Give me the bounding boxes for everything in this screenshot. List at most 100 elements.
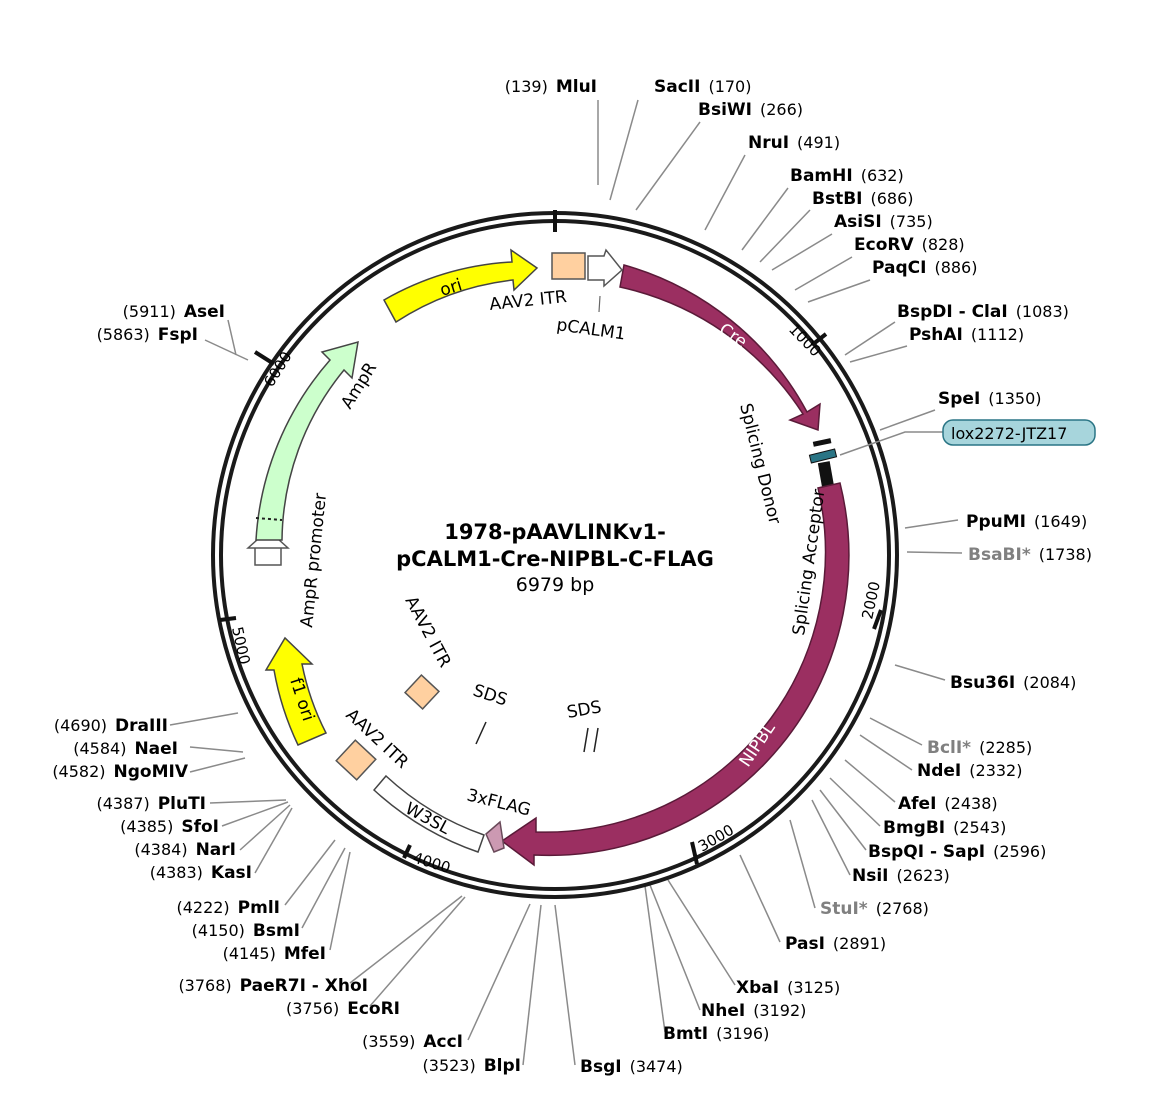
enzyme-name: PpuMI xyxy=(966,512,1026,532)
enzyme-name: NsiI xyxy=(852,866,889,886)
lox-badge-connector xyxy=(839,431,945,456)
enzyme-name: BsgI xyxy=(580,1057,622,1077)
enzyme-pos: (1083) xyxy=(1016,302,1069,321)
enzyme-pos: (3192) xyxy=(753,1001,806,1020)
ampr-promoter-label: AmpR promoter xyxy=(297,492,331,628)
svg-text:(5911)AseI: (5911) AseI xyxy=(123,302,225,322)
svg-text:SpeI(1350): SpeI (1350) xyxy=(938,389,1041,409)
lox-badge-label: lox2272-JTZ17 xyxy=(951,424,1067,443)
aav2-itr-top-label: AAV2 ITR xyxy=(488,287,568,315)
enzyme-pos: (2438) xyxy=(944,794,997,813)
enzyme-name: NheI xyxy=(701,1001,745,1021)
svg-text:(4145)MfeI: (4145) MfeI xyxy=(223,944,326,964)
svg-text:BsgI(3474): BsgI (3474) xyxy=(580,1057,683,1077)
aav2-itr-inner-feature xyxy=(403,673,441,711)
svg-text:PasI(2891): PasI (2891) xyxy=(785,934,886,954)
svg-text:(3768)PaeR7I - XhoI: (3768) PaeR7I - XhoI xyxy=(178,976,368,996)
tick-marks xyxy=(219,210,883,865)
enzyme-pos: (5911) xyxy=(123,302,176,321)
flag-feature-arrow xyxy=(485,820,505,853)
enzyme-name: NaeI xyxy=(134,739,178,759)
enzyme-pos: (3523) xyxy=(423,1056,476,1075)
enzyme-pos: (3768) xyxy=(178,976,231,995)
enzyme-name: PluTI xyxy=(158,794,206,814)
enzyme-name: SfoI xyxy=(181,817,219,837)
enzyme-name: AfeI xyxy=(898,794,936,814)
enzyme-name: AccI xyxy=(423,1032,463,1052)
enzyme-name: BmgBI xyxy=(883,818,945,838)
svg-text:(5863)FspI: (5863) FspI xyxy=(97,325,198,345)
enzyme-pos: (1350) xyxy=(988,389,1041,408)
enzyme-pos: (4690) xyxy=(54,716,107,735)
pcalm1-label: pCALM1 xyxy=(555,315,626,344)
enzyme-pos: (1112) xyxy=(971,325,1024,344)
enzyme-name: BspDI - ClaI xyxy=(897,302,1008,322)
enzyme-pos: (4582) xyxy=(52,762,105,781)
enzyme-pos: (4584) xyxy=(73,739,126,758)
svg-text:XbaI(3125): XbaI (3125) xyxy=(736,978,840,998)
svg-text:BspQI - SapI(2596): BspQI - SapI (2596) xyxy=(868,842,1046,862)
splicing-donor-marker xyxy=(812,438,832,447)
tick-label-5000: 5000 xyxy=(228,625,254,666)
enzyme-pos: (139) xyxy=(505,77,548,96)
svg-text:(4150)BsmI: (4150) BsmI xyxy=(192,921,300,941)
svg-text:BmtI(3196): BmtI (3196) xyxy=(663,1024,769,1044)
enzyme-pos: (3474) xyxy=(630,1057,683,1076)
enzyme-name: MfeI xyxy=(284,944,326,964)
enzyme-pos: (2084) xyxy=(1023,673,1076,692)
svg-text:(3756)EcoRI: (3756) EcoRI xyxy=(286,999,400,1019)
ampr-dotted-divider xyxy=(255,517,283,521)
svg-text:(4222)PmlI: (4222) PmlI xyxy=(176,898,280,918)
enzyme-pos: (632) xyxy=(861,166,904,185)
svg-text:NdeI(2332): NdeI (2332) xyxy=(917,761,1022,781)
enzyme-name: NruI xyxy=(748,133,789,153)
enzyme-name: EcoRI xyxy=(347,999,400,1019)
enzyme-pos: (4385) xyxy=(120,817,173,836)
enzyme-pos: (3559) xyxy=(362,1032,415,1051)
ampr-feature-arrow xyxy=(255,340,359,541)
cre-feature-arrow xyxy=(619,264,821,432)
enzyme-pos: (3756) xyxy=(286,999,339,1018)
enzyme-pos: (828) xyxy=(922,235,965,254)
lox2272-marker xyxy=(808,448,838,464)
enzyme-pos: (266) xyxy=(760,100,803,119)
svg-text:BstBI(686): BstBI (686) xyxy=(812,189,914,209)
enzyme-name: AsiSI xyxy=(834,212,882,232)
svg-text:BclI*(2285): BclI* (2285) xyxy=(927,738,1032,758)
enzyme-name: BspQI - SapI xyxy=(868,842,985,862)
svg-text:StuI*(2768): StuI* (2768) xyxy=(820,899,929,919)
enzyme-name: BamHI xyxy=(790,166,853,186)
enzyme-pos: (4150) xyxy=(192,921,245,940)
splicing-donor-label: Splicing Donor xyxy=(735,401,784,526)
svg-text:PaqCI(886): PaqCI (886) xyxy=(872,258,977,278)
aav2-itr-bottom-feature xyxy=(335,739,377,781)
enzyme-name: PshAI xyxy=(909,325,963,345)
svg-text:(4690)DraIII: (4690) DraIII xyxy=(54,716,168,736)
enzyme-pos: (5863) xyxy=(97,325,150,344)
svg-text:(4584)NaeI: (4584) NaeI xyxy=(73,739,178,759)
enzyme-name: NgoMIV xyxy=(114,762,189,782)
enzyme-labels-left: (139) MluI (5911) AseI (5863) FspI (4690) Dr… xyxy=(52,77,597,1076)
plasmid-title-line-1: 1978-pAAVLINKv1- xyxy=(444,520,666,544)
enzyme-name: BlpI xyxy=(484,1056,521,1076)
svg-text:(4387)PluTI: (4387) PluTI xyxy=(96,794,206,814)
svg-text:(4383)KasI: (4383) KasI xyxy=(150,863,252,883)
enzyme-pos: (4383) xyxy=(150,863,203,882)
enzyme-name: PaeR7I - XhoI xyxy=(240,976,368,996)
enzyme-pos: (735) xyxy=(890,212,933,231)
enzyme-name: MluI xyxy=(556,77,597,97)
svg-text:BspDI - ClaI(1083): BspDI - ClaI (1083) xyxy=(897,302,1069,322)
enzyme-name: DraIII xyxy=(115,716,168,736)
enzyme-pos: (4145) xyxy=(223,944,276,963)
enzyme-pos: (4384) xyxy=(134,840,187,859)
enzyme-pos: (1738) xyxy=(1039,545,1092,564)
svg-text:(3559)AccI: (3559) AccI xyxy=(362,1032,463,1052)
svg-text:PshAI(1112): PshAI (1112) xyxy=(909,325,1024,345)
ori-feature-arrow xyxy=(382,248,539,324)
enzyme-pos: (491) xyxy=(797,133,840,152)
svg-text:SacII(170): SacII (170) xyxy=(654,77,751,97)
svg-text:NruI(491): NruI (491) xyxy=(748,133,840,153)
enzyme-pos: (4222) xyxy=(176,898,229,917)
enzyme-pos: (886) xyxy=(934,258,977,277)
